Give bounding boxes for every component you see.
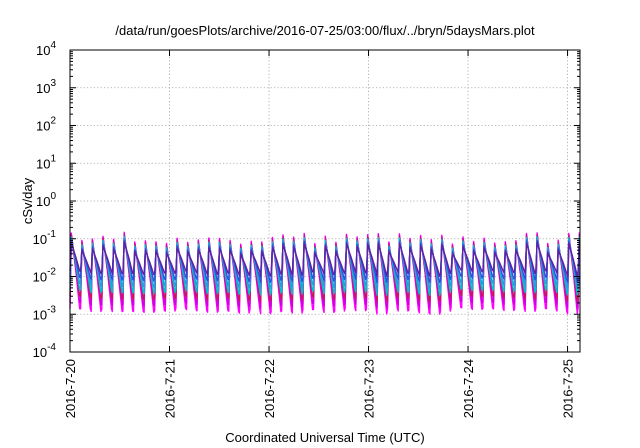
series-line <box>69 241 581 277</box>
y-tick-label: 103 <box>36 78 56 96</box>
x-tick-label: 2016-7-23 <box>362 359 377 418</box>
y-tick-label: 10-4 <box>33 342 57 360</box>
x-axis-label: Coordinated Universal Time (UTC) <box>225 430 424 445</box>
y-axis: 10-4 10-3 10-2 10-1 100 101 102 103 104 <box>33 40 580 360</box>
x-tick-label: 2016-7-21 <box>163 359 178 418</box>
x-tick-label: 2016-7-24 <box>461 359 476 418</box>
x-axis: 2016-7-20 2016-7-21 2016-7-22 2016-7-23 2016… <box>63 50 576 418</box>
y-tick-label: 10-1 <box>33 229 57 247</box>
y-tick-label: 101 <box>36 153 56 171</box>
y-axis-label: cSv/day <box>20 177 35 224</box>
y-tick-label: 10-2 <box>33 267 57 285</box>
y-tick-label: 10-3 <box>33 304 57 322</box>
x-tick-label: 2016-7-20 <box>63 359 78 418</box>
x-tick-label: 2016-7-25 <box>561 359 576 418</box>
x-tick-label: 2016-7-22 <box>262 359 277 418</box>
chart-title: /data/run/goesPlots/archive/2016-07-25/0… <box>115 23 535 38</box>
y-tick-label: 100 <box>36 191 56 209</box>
data-series <box>69 231 581 315</box>
y-tick-label: 104 <box>36 40 56 58</box>
y-tick-label: 102 <box>36 116 56 134</box>
